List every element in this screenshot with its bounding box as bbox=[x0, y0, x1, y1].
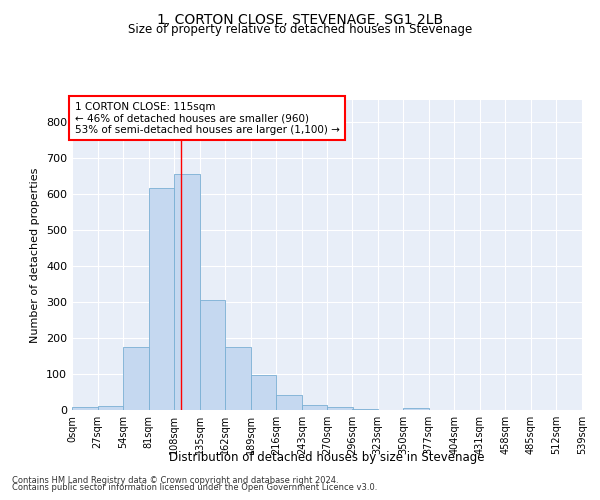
Bar bbox=[174, 174, 200, 410]
Bar bbox=[277, 395, 302, 410]
Text: Distribution of detached houses by size in Stevenage: Distribution of detached houses by size … bbox=[169, 451, 485, 464]
Bar bbox=[302, 404, 328, 410]
Bar bbox=[352, 408, 377, 410]
Bar bbox=[72, 407, 98, 410]
Text: 1 CORTON CLOSE: 115sqm
← 46% of detached houses are smaller (960)
53% of semi-de: 1 CORTON CLOSE: 115sqm ← 46% of detached… bbox=[74, 102, 340, 134]
Bar bbox=[200, 300, 225, 410]
Text: Contains public sector information licensed under the Open Government Licence v3: Contains public sector information licen… bbox=[12, 484, 377, 492]
Bar bbox=[98, 406, 123, 410]
Y-axis label: Number of detached properties: Number of detached properties bbox=[31, 168, 40, 342]
Bar bbox=[123, 347, 149, 410]
Bar bbox=[328, 407, 353, 410]
Bar bbox=[251, 375, 277, 410]
Bar bbox=[403, 408, 429, 410]
Text: 1, CORTON CLOSE, STEVENAGE, SG1 2LB: 1, CORTON CLOSE, STEVENAGE, SG1 2LB bbox=[157, 12, 443, 26]
Text: Contains HM Land Registry data © Crown copyright and database right 2024.: Contains HM Land Registry data © Crown c… bbox=[12, 476, 338, 485]
Text: Size of property relative to detached houses in Stevenage: Size of property relative to detached ho… bbox=[128, 22, 472, 36]
Bar bbox=[149, 188, 174, 410]
Bar bbox=[225, 347, 251, 410]
